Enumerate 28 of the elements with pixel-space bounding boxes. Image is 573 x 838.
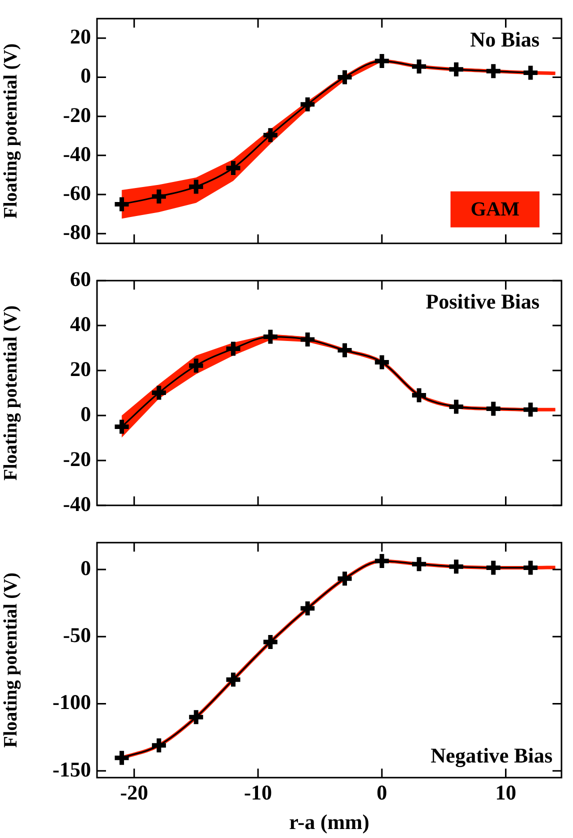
x-tick-label: -20	[120, 780, 148, 805]
x-axis-title: r-a (mm)	[289, 810, 370, 834]
y-tick-label: -80	[63, 220, 91, 244]
y-tick-label: -60	[63, 180, 91, 205]
y-tick-label: 0	[80, 556, 91, 580]
y-tick-label: 20	[70, 24, 91, 49]
x-tick-label: 0	[376, 780, 388, 805]
y-tick-label: -20	[63, 446, 91, 471]
y-tick-label: 40	[70, 312, 91, 336]
y-axis-title: Floating potential (V)	[0, 572, 22, 748]
text: GAM	[470, 198, 520, 221]
y-tick-label: -40	[63, 492, 91, 516]
y-tick-label: -100	[52, 690, 91, 714]
y-tick-label: -50	[63, 623, 91, 648]
y-axis-title: Floating potential (V)	[0, 305, 22, 481]
annotation: Positive Bias	[426, 290, 540, 314]
y-tick-label: -40	[63, 142, 91, 166]
y-tick-label: 0	[80, 402, 91, 426]
y-axis-title: Floating potential (V)	[0, 43, 22, 219]
annotation: No Bias	[470, 28, 540, 52]
y-tick-label: 20	[70, 356, 91, 381]
x-tick-label: 10	[495, 780, 516, 805]
y-tick-label: -150	[52, 757, 91, 782]
annotation: Negative Bias	[430, 744, 552, 768]
y-tick-label: 0	[80, 64, 91, 88]
y-tick-label: 60	[70, 267, 91, 292]
x-tick-label: -10	[244, 780, 272, 805]
y-tick-label: -20	[63, 102, 91, 127]
